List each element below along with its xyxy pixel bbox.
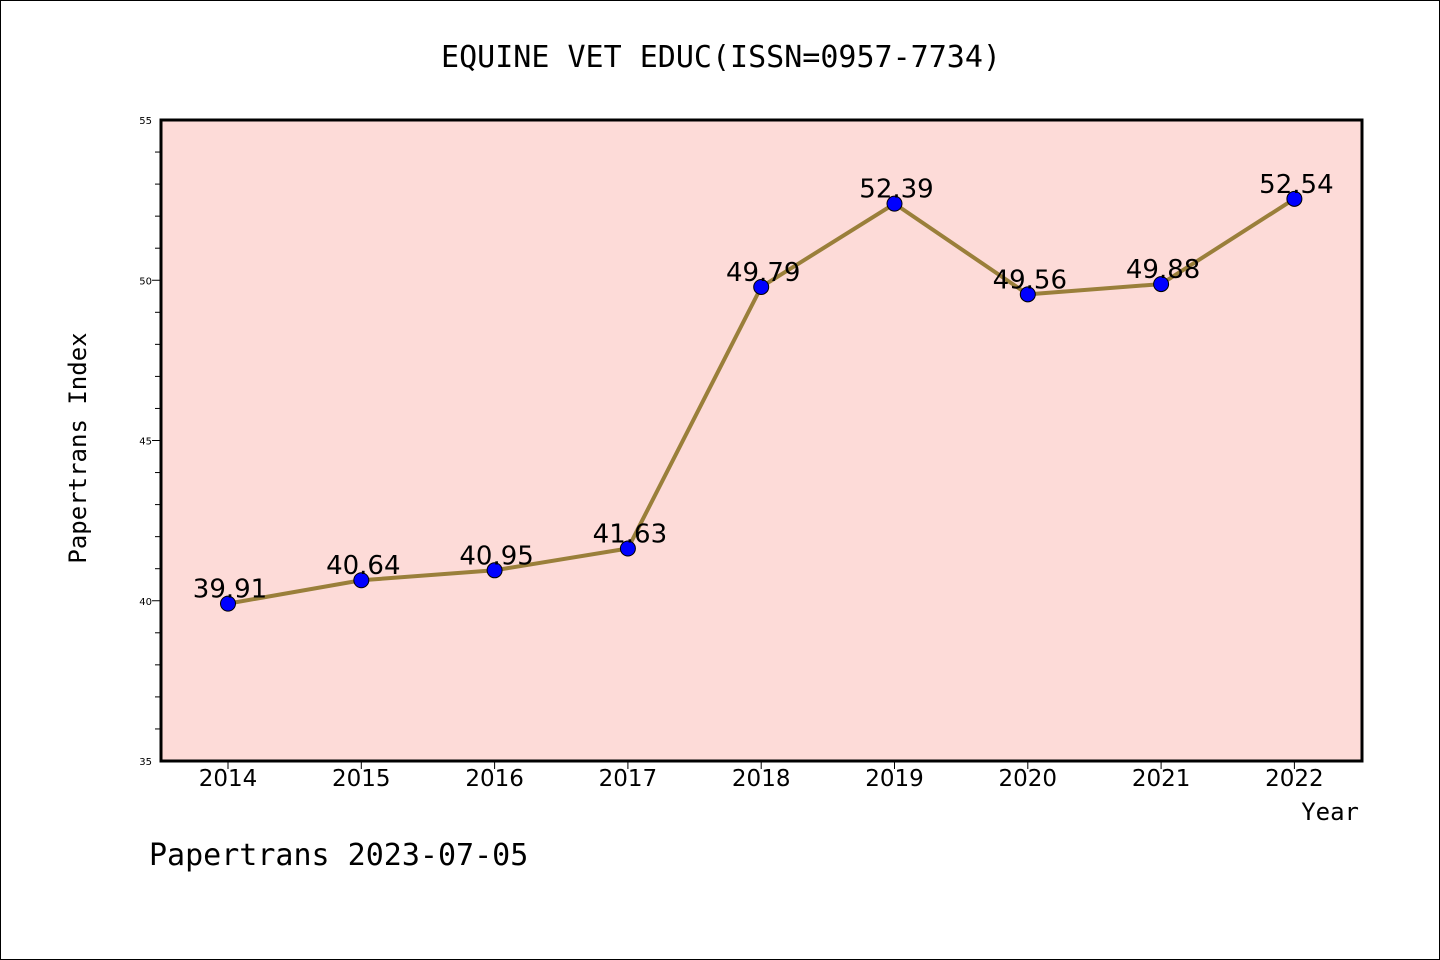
data-point: [886, 195, 903, 212]
x-tick-label: 2022: [1265, 766, 1324, 792]
data-labels: 39.91 40.64 40.95 41.63 49.79 52.39 49.56 49.88…: [193, 170, 1334, 605]
y-axis: 35 40 45 50 55: [139, 116, 161, 768]
x-tick-label: 2016: [465, 766, 524, 792]
data-point: [753, 278, 770, 295]
x-tick-label: 2019: [865, 766, 924, 792]
footer-text: Papertrans 2023-07-05: [149, 838, 528, 873]
data-point: [486, 562, 503, 579]
data-label: 52.39: [859, 175, 933, 205]
data-label: 40.64: [326, 551, 400, 581]
x-tick-label: 2014: [199, 766, 258, 792]
x-tick-label: 2021: [1132, 766, 1191, 792]
y-tick-label: 50: [139, 276, 152, 287]
y-axis-label: Papertrans Index: [64, 332, 92, 563]
data-markers: [220, 190, 1303, 612]
x-tick-label: 2020: [999, 766, 1058, 792]
data-point: [1286, 190, 1303, 207]
y-tick-label: 55: [139, 116, 152, 127]
data-label: 41.63: [593, 520, 667, 550]
x-tick-label: 2017: [599, 766, 658, 792]
data-point: [619, 540, 636, 557]
data-point: [353, 572, 370, 589]
chart-title: EQUINE VET EDUC(ISSN=0957-7734): [441, 40, 1001, 75]
data-label: 49.79: [726, 258, 800, 288]
x-axis-label: Year: [1301, 798, 1359, 826]
x-tick-label: 2018: [732, 766, 791, 792]
data-point: [1019, 286, 1036, 303]
data-point: [220, 595, 236, 612]
data-label: 39.91: [193, 575, 267, 605]
data-label: 40.95: [459, 541, 533, 571]
y-tick-label: 35: [139, 757, 152, 768]
x-tick-label: 2015: [332, 766, 391, 792]
data-label: 49.56: [993, 265, 1067, 295]
x-axis: 2014 2015 2016 2017 2018 2019 2020 2021 2022: [199, 761, 1324, 792]
data-point: [1153, 276, 1170, 293]
y-tick-label: 40: [139, 597, 152, 608]
data-label: 52.54: [1259, 170, 1333, 200]
plot-area: [159, 118, 1364, 763]
data-label: 49.88: [1126, 255, 1200, 285]
y-tick-label: 45: [139, 437, 152, 448]
